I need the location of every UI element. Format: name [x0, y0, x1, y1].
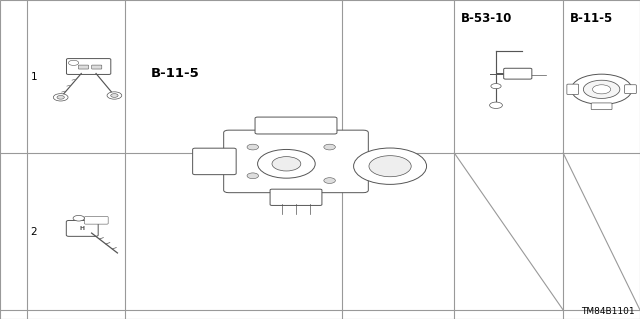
Circle shape [107, 92, 122, 99]
Text: B-11-5: B-11-5 [150, 67, 199, 80]
Circle shape [73, 215, 84, 221]
Circle shape [490, 102, 502, 108]
Circle shape [583, 80, 620, 99]
Circle shape [247, 173, 259, 179]
Text: TM84B1101: TM84B1101 [581, 308, 635, 316]
Circle shape [593, 85, 611, 94]
FancyBboxPatch shape [193, 148, 236, 175]
Circle shape [369, 156, 412, 177]
Text: H: H [80, 226, 84, 231]
Circle shape [247, 144, 259, 150]
Text: 1: 1 [31, 71, 37, 82]
Circle shape [53, 94, 68, 101]
Circle shape [272, 157, 301, 171]
Circle shape [491, 84, 501, 89]
FancyBboxPatch shape [67, 220, 98, 236]
FancyBboxPatch shape [92, 65, 102, 69]
Text: 2: 2 [31, 226, 37, 237]
Circle shape [257, 149, 315, 178]
FancyBboxPatch shape [504, 68, 532, 79]
FancyBboxPatch shape [255, 117, 337, 134]
Circle shape [57, 95, 65, 99]
Circle shape [571, 74, 632, 105]
FancyBboxPatch shape [567, 84, 579, 94]
Circle shape [324, 178, 335, 183]
Circle shape [111, 94, 118, 97]
Text: B-11-5: B-11-5 [570, 12, 613, 25]
Circle shape [324, 144, 335, 150]
FancyBboxPatch shape [591, 103, 612, 110]
FancyBboxPatch shape [67, 59, 111, 74]
Circle shape [354, 148, 427, 184]
FancyBboxPatch shape [224, 130, 369, 193]
FancyBboxPatch shape [79, 65, 88, 69]
Text: B-53-10: B-53-10 [461, 12, 512, 25]
Circle shape [68, 60, 79, 65]
FancyBboxPatch shape [625, 85, 636, 93]
FancyBboxPatch shape [270, 189, 322, 205]
FancyBboxPatch shape [84, 217, 108, 224]
